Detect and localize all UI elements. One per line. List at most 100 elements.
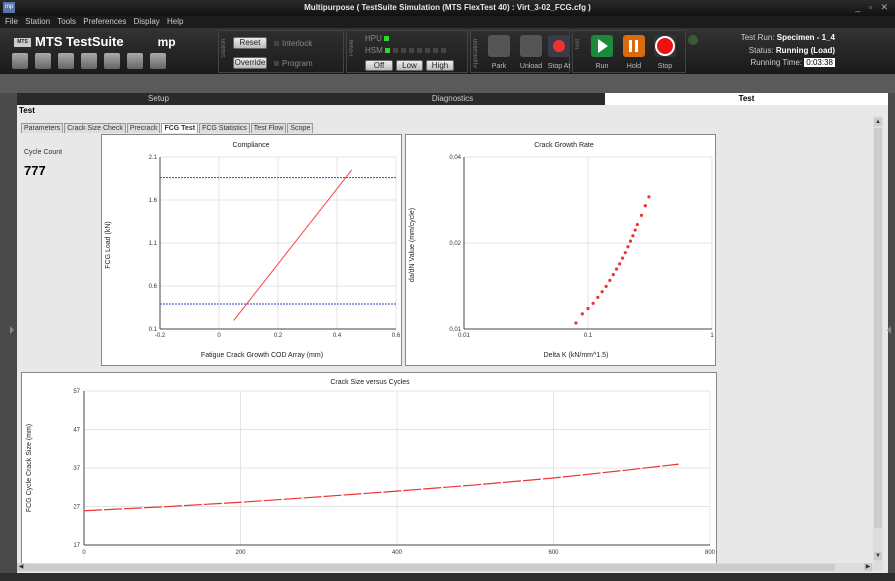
reset-button[interactable]: Reset — [233, 37, 267, 49]
crack-size-y-tick-label: 57 — [73, 389, 80, 395]
tab-setup[interactable]: Setup — [148, 94, 169, 103]
crack-growth-rate-point — [614, 267, 619, 271]
crack-growth-rate-point — [596, 295, 600, 300]
cycle-count-label: Cycle Count — [24, 149, 63, 156]
report-icon[interactable] — [104, 53, 120, 69]
running-time-row: Running Time: 0:03:38 — [750, 58, 835, 67]
power-label: Power — [349, 39, 355, 57]
subtab-parameters[interactable]: Parameters — [21, 123, 64, 133]
brand: MTS MTS TestSuite mp — [14, 34, 176, 49]
tab-test[interactable]: Test — [605, 93, 888, 105]
crack-growth-rate-point — [608, 278, 612, 282]
park-button[interactable] — [488, 35, 510, 57]
subtab-precrack[interactable]: Precrack — [126, 123, 161, 133]
scroll-right-arrow[interactable]: ▶ — [864, 563, 872, 571]
main-tabs: Setup Diagnostics Test — [17, 93, 888, 105]
horizontal-scroll-thumb[interactable] — [25, 564, 835, 571]
menu-bar: File Station Tools Preferences Display H… — [0, 16, 895, 28]
menu-preferences[interactable]: Preferences — [83, 17, 127, 26]
override-button[interactable]: Override — [233, 57, 267, 69]
test-status: Test Run: Specimen - 1_4 Status: Running… — [688, 30, 895, 73]
compliance-x-tick-label: 0 — [217, 333, 221, 339]
save-icon[interactable] — [150, 53, 166, 69]
scroll-down-arrow[interactable]: ▼ — [874, 552, 882, 560]
crack-growth-rate-y-tick-label: 0.02 — [449, 241, 461, 247]
program-indicator: Program — [274, 59, 313, 68]
compliance-series — [160, 169, 396, 321]
right-panel-toggle-icon[interactable] — [887, 326, 891, 334]
open-icon[interactable] — [35, 53, 51, 69]
test-run-row: Test Run: Specimen - 1_4 — [740, 33, 835, 42]
hold-button[interactable] — [623, 35, 645, 57]
compliance-chart-svg: Compliance -0.2 0 0.2 0.4 0.6 0.1 0.6 1.1 1.6 2.1… — [105, 142, 401, 359]
hsm-led-6 — [425, 48, 431, 53]
crack-growth-rate-point — [600, 290, 604, 294]
scroll-left-arrow[interactable]: ◀ — [17, 563, 25, 571]
crack-growth-rate-point — [639, 213, 644, 217]
crack-growth-rate-ylabel: da/dN Value (mm/cycle) — [409, 208, 416, 282]
menu-station[interactable]: Station — [25, 17, 51, 26]
subtab-crack-size-check[interactable]: Crack Size Check — [64, 123, 126, 133]
toolbar-icons — [12, 53, 173, 71]
power-panel: Power HPU HSM Off Low High — [346, 30, 468, 73]
menu-help[interactable]: Help — [167, 17, 184, 26]
vertical-scrollbar[interactable]: ▲ ▼ — [873, 116, 883, 571]
crack-size-grid — [83, 390, 711, 546]
menu-display[interactable]: Display — [133, 17, 160, 26]
crack-growth-rate-point — [647, 195, 651, 199]
interlock-indicator: Interlock — [274, 39, 312, 48]
compliance-title: Compliance — [233, 142, 270, 149]
subtab-scope[interactable]: Scope — [287, 123, 314, 133]
left-panel-toggle-icon[interactable] — [10, 326, 14, 334]
menu-tools[interactable]: Tools — [57, 17, 76, 26]
horizontal-scrollbar[interactable]: ◀ ▶ — [17, 563, 873, 572]
menu-file[interactable]: File — [5, 17, 18, 26]
compliance-fit-line — [233, 169, 353, 321]
crack-growth-rate-title: Crack Growth Rate — [534, 142, 594, 149]
test-label: Test — [575, 39, 581, 51]
crack-growth-rate-grid — [463, 156, 713, 330]
compliance-x-tick-label: 0.4 — [333, 333, 342, 339]
compliance-y-tick-label: 0.6 — [149, 284, 158, 290]
compliance-ylabel: FCG Load (kN) — [105, 221, 112, 268]
crack-growth-rate-point — [626, 245, 630, 249]
power-high-button[interactable]: High — [426, 60, 454, 71]
crack-growth-rate-point — [643, 204, 647, 208]
compliance-x-tick-label: 0.6 — [392, 333, 401, 339]
play-icon — [598, 39, 608, 53]
program-led — [274, 61, 279, 66]
subtab-test-flow[interactable]: Test Flow — [250, 123, 287, 133]
section-title: Test — [19, 106, 35, 115]
crack-size-y-tick-label: 17 — [73, 543, 80, 549]
crack-size-y-tick-label: 47 — [73, 428, 80, 434]
window-title: Multipurpose ( TestSuite Simulation (MTS… — [304, 3, 591, 12]
hsm-led-7 — [433, 48, 439, 53]
crack-growth-rate-point — [633, 228, 637, 232]
compliance-y-tick-label: 2.1 — [149, 155, 158, 161]
export-icon[interactable] — [127, 53, 143, 69]
template-icon[interactable] — [81, 53, 97, 69]
subtab-fcg-test[interactable]: FCG Test — [161, 123, 199, 133]
window-controls[interactable]: _ ▫ ✕ — [855, 2, 891, 12]
tab-diagnostics[interactable]: Diagnostics — [431, 94, 474, 103]
compliance-y-tick-label: 0.1 — [149, 327, 158, 333]
run-button[interactable] — [591, 35, 613, 57]
crack-growth-rate-xlabel: Delta K (kN/mm^1.5) — [544, 352, 609, 359]
scroll-up-arrow[interactable]: ▲ — [874, 118, 882, 126]
crack-growth-rate-series — [574, 195, 651, 325]
power-off-button[interactable]: Off — [365, 60, 393, 71]
stop-at-button[interactable] — [548, 35, 570, 57]
open-test-icon[interactable] — [58, 53, 74, 69]
hsm-led-3 — [401, 48, 407, 53]
crack-size-axes: 0 200 400 600 800 17 27 37 47 57 — [73, 389, 715, 556]
crack-size-x-tick-label: 200 — [235, 550, 246, 556]
subtab-fcg-statistics[interactable]: FCG Statistics — [199, 123, 250, 133]
stop-button[interactable] — [654, 35, 676, 57]
crack-size-chart: Crack Size versus Cycles 0 200 400 600 800 17… — [21, 372, 717, 565]
vertical-scroll-thumb[interactable] — [874, 128, 882, 528]
new-test-icon[interactable] — [12, 53, 28, 69]
unload-button[interactable] — [520, 35, 542, 57]
crack-size-x-tick-label: 800 — [705, 550, 716, 556]
power-low-button[interactable]: Low — [396, 60, 423, 71]
crack-growth-rate-point — [586, 306, 590, 311]
